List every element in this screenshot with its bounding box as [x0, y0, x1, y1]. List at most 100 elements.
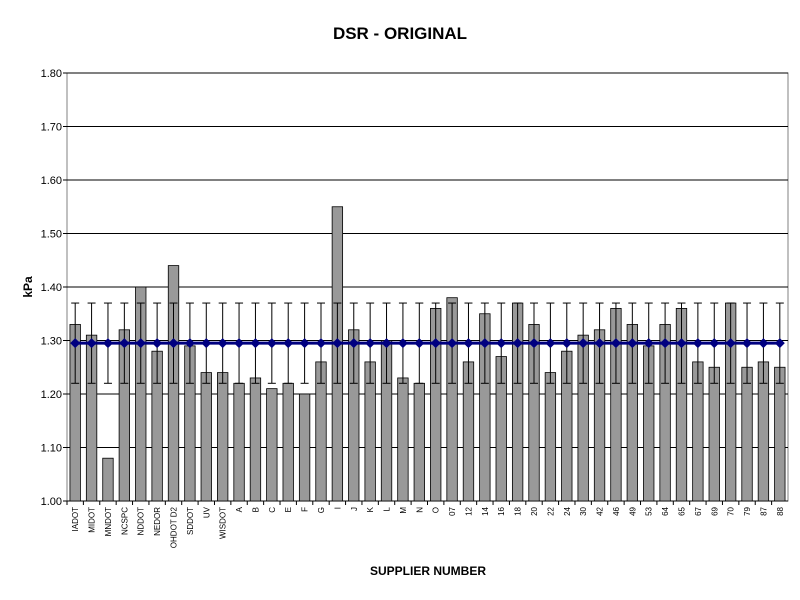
x-tick-label: E	[284, 507, 293, 512]
mean-marker	[332, 338, 343, 349]
x-tick-label: 30	[579, 506, 588, 515]
mean-marker	[184, 338, 195, 349]
mean-marker	[430, 338, 441, 349]
bar	[708, 366, 720, 502]
mean-marker	[643, 338, 654, 349]
mean-marker	[463, 338, 474, 349]
mean-marker	[397, 338, 408, 349]
bar	[233, 382, 245, 502]
x-tick-label: M	[399, 507, 408, 514]
mean-marker	[102, 338, 113, 349]
mean-marker	[479, 338, 490, 349]
mean-marker	[561, 338, 572, 349]
mean-marker	[610, 338, 621, 349]
bar	[135, 286, 147, 502]
mean-marker	[86, 338, 97, 349]
mean-marker	[299, 338, 310, 349]
mean-marker	[365, 338, 376, 349]
x-tick-label: 79	[743, 506, 752, 515]
bar	[266, 388, 278, 502]
x-tick-label: MNDOT	[104, 507, 113, 536]
mean-marker	[660, 338, 671, 349]
x-tick-label: 53	[645, 506, 654, 515]
mean-marker	[742, 338, 753, 349]
mean-marker	[234, 338, 245, 349]
mean-marker	[414, 338, 425, 349]
mean-marker	[266, 338, 277, 349]
mean-marker	[709, 338, 720, 349]
bar	[397, 377, 409, 502]
x-tick-label: 07	[448, 506, 457, 515]
x-tick-label: 24	[563, 506, 572, 515]
x-tick-label: 46	[612, 506, 621, 515]
mean-marker	[250, 338, 261, 349]
bar	[544, 372, 557, 502]
x-tick-label: IADOT	[71, 507, 80, 532]
y-tick-label: 1.30	[41, 336, 62, 348]
x-tick-label: 70	[727, 506, 736, 515]
mean-marker	[512, 338, 523, 349]
x-tick-label: 14	[481, 506, 490, 515]
x-tick-label: 20	[530, 506, 539, 515]
bar	[741, 366, 753, 502]
mean-marker	[447, 338, 458, 349]
bar	[446, 297, 458, 502]
mean-marker	[217, 338, 228, 349]
mean-marker	[676, 338, 687, 349]
x-tick-label: J	[350, 507, 359, 511]
x-tick-label: G	[317, 507, 326, 513]
x-tick-label: K	[366, 506, 375, 512]
x-tick-label: C	[268, 507, 277, 513]
mean-marker	[774, 338, 785, 349]
mean-marker	[627, 338, 638, 349]
mean-marker	[758, 338, 769, 349]
bar	[102, 457, 114, 502]
x-tick-label: 69	[710, 506, 719, 515]
x-tick-label: I	[333, 507, 342, 509]
x-tick-label: 16	[497, 506, 506, 515]
y-tick-label: 1.40	[41, 282, 62, 294]
mean-marker	[545, 338, 556, 349]
mean-marker	[152, 338, 163, 349]
x-tick-label: O	[432, 507, 441, 513]
mean-marker	[135, 338, 146, 349]
mean-marker	[594, 338, 605, 349]
x-tick-label: F	[301, 507, 310, 512]
x-tick-label: NDDOT	[137, 507, 146, 536]
mean-marker	[381, 338, 392, 349]
x-tick-label: 87	[759, 506, 768, 515]
x-tick-label: MIDOT	[88, 507, 97, 533]
bar	[200, 372, 212, 502]
x-tick-label: 12	[464, 506, 473, 515]
mean-marker	[496, 338, 507, 349]
mean-marker	[315, 338, 326, 349]
y-tick-label: 1.50	[41, 229, 62, 241]
bar	[217, 372, 229, 502]
y-tick-label: 1.00	[41, 496, 62, 508]
chart-title: DSR - ORIGINAL	[333, 24, 467, 43]
mean-marker	[578, 338, 589, 349]
x-tick-label: L	[383, 506, 392, 511]
x-tick-label: 18	[514, 506, 523, 515]
x-tick-label: OHDOT D2	[170, 506, 179, 548]
x-tick-label: 49	[628, 506, 637, 515]
bar	[774, 366, 786, 502]
x-tick-label: 88	[776, 506, 785, 515]
y-tick-label: 1.70	[41, 122, 62, 134]
mean-marker	[70, 338, 81, 349]
x-tick-label: 22	[546, 506, 555, 515]
bar	[249, 377, 262, 502]
mean-marker	[725, 338, 736, 349]
mean-marker	[348, 338, 359, 349]
x-tick-label: 65	[677, 506, 686, 515]
x-tick-label: B	[251, 507, 260, 512]
x-tick-label: SDDOT	[186, 507, 195, 535]
x-tick-label: NCSPC	[120, 507, 129, 535]
mean-marker	[529, 338, 540, 349]
mean-marker	[283, 338, 294, 349]
mean-marker	[168, 338, 179, 349]
x-tick-label: UV	[202, 506, 211, 518]
bar	[298, 393, 311, 502]
bar	[413, 382, 425, 502]
